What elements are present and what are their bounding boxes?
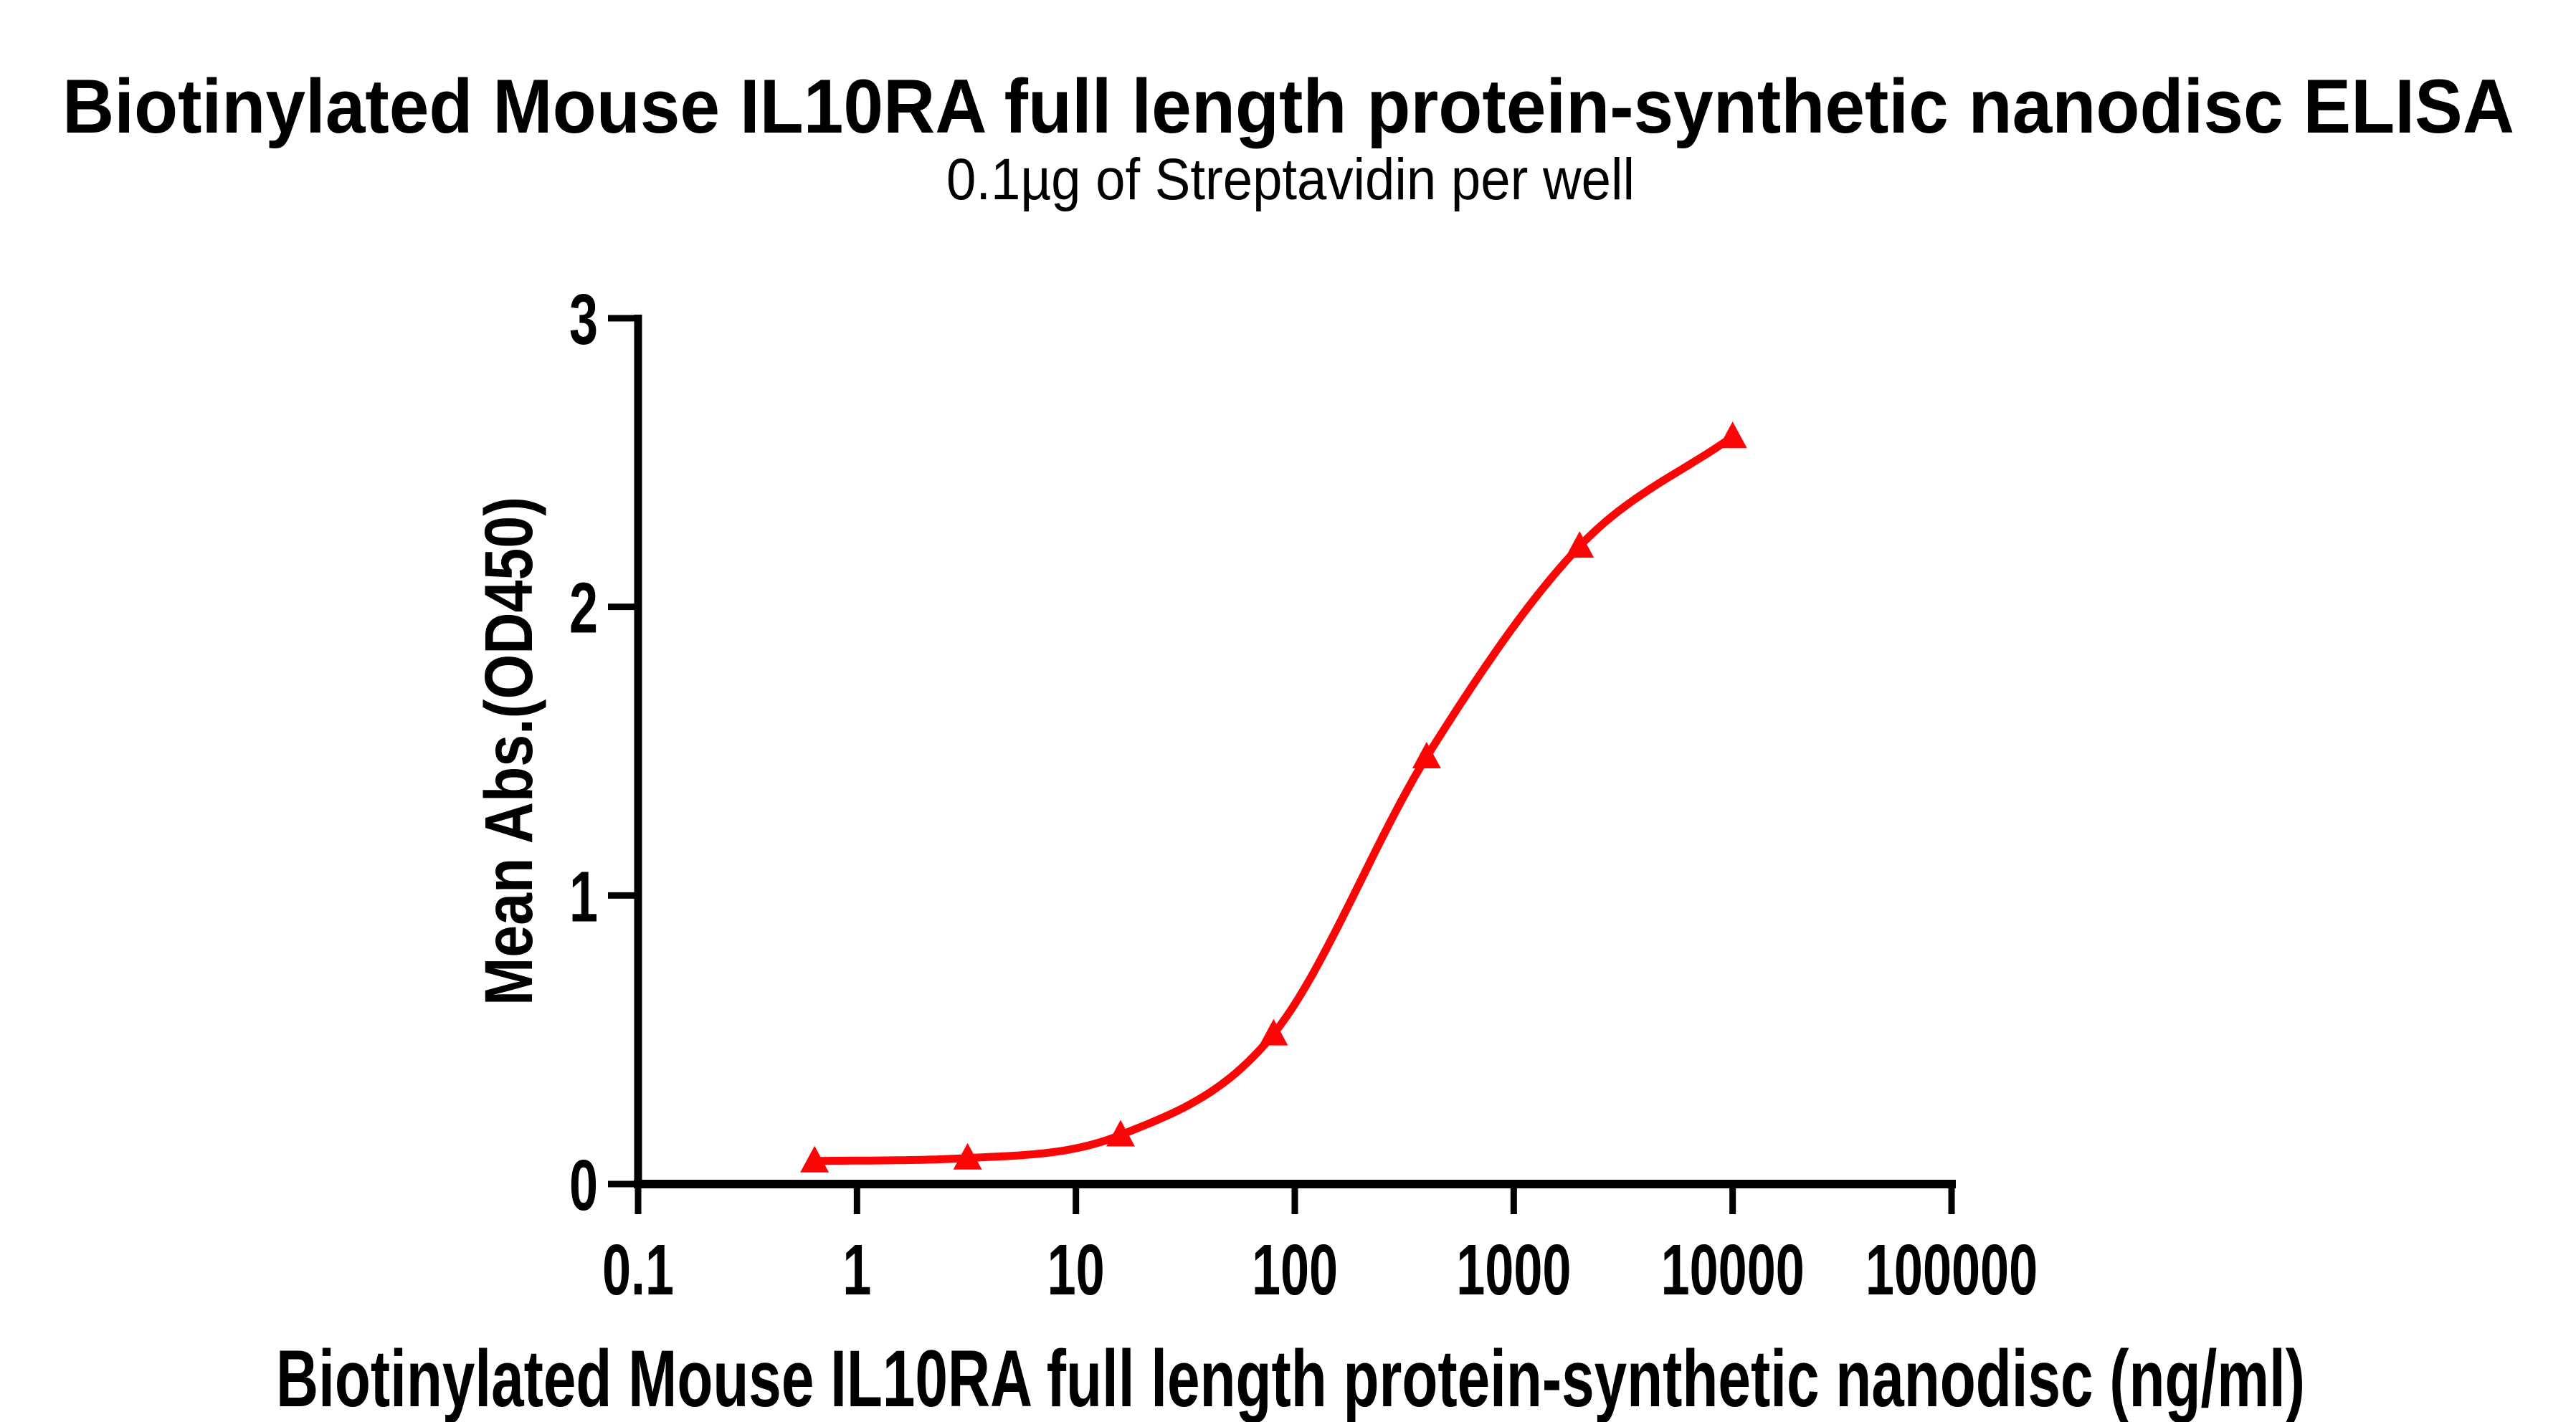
x-tick-label: 10 [1047,1230,1105,1310]
chart-subtitle: 0.1µg of Streptavidin per well [946,147,1635,212]
data-point-marker [800,1145,830,1173]
data-point-marker [1259,1018,1288,1046]
x-tick-label: 0.1 [602,1230,674,1310]
data-point-marker [1412,742,1441,769]
x-axis-title: Biotinylated Mouse IL10RA full length pr… [276,1334,2305,1422]
fit-curve [810,432,1737,1165]
x-tick-label: 1 [842,1230,871,1310]
x-tick-label: 100 [1252,1230,1338,1310]
y-axis-title: Mean Abs.(OD450) [471,497,547,1006]
y-tick-label: 1 [569,856,598,937]
data-point-marker [1718,421,1747,449]
x-tick-label: 100000 [1866,1230,2038,1310]
y-tick-label: 0 [569,1145,598,1226]
x-tick-label: 10000 [1661,1230,1805,1310]
x-tick-label: 1000 [1456,1230,1571,1310]
chart-title: Biotinylated Mouse IL10RA full length pr… [62,63,2514,149]
data-point-marker [953,1142,982,1170]
data-point-marker [1565,531,1594,558]
plot-generated: 0 1 2 3 0.1 1 10 100 1000 10000 100000 [569,280,2038,1310]
y-tick-label: 2 [569,568,598,649]
data-series [800,421,1747,1173]
data-point-marker [1106,1120,1135,1147]
y-tick-label: 3 [569,280,598,360]
